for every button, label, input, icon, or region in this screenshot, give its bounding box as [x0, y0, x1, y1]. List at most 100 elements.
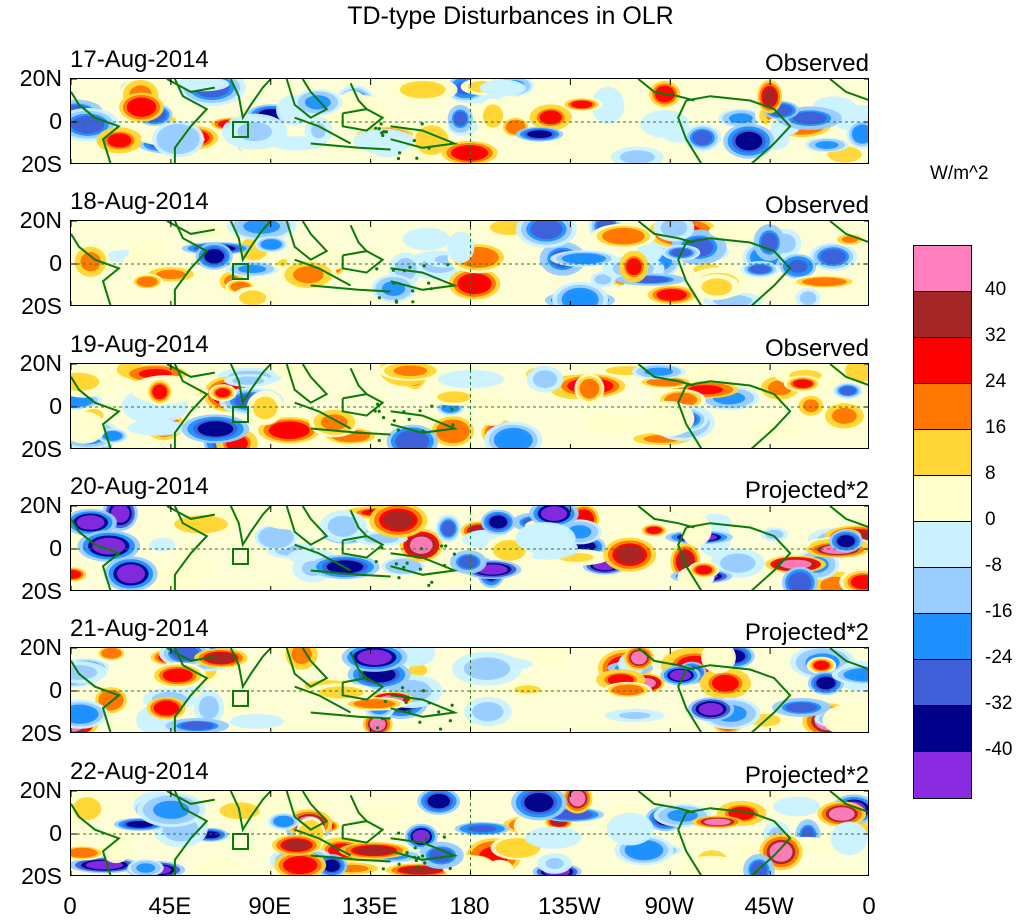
olr-anomaly-patch [763, 87, 777, 106]
olr-anomaly-patch [116, 564, 145, 584]
island [405, 851, 409, 855]
olr-field [71, 221, 868, 305]
olr-anomaly-patch [101, 691, 121, 709]
island [411, 289, 415, 293]
olr-anomaly-patch [538, 831, 569, 844]
island [392, 281, 396, 285]
olr-anomaly-patch [816, 676, 836, 690]
olr-anomaly-patch [788, 259, 808, 273]
latitude-label: 20S [21, 293, 62, 319]
island [377, 409, 381, 413]
olr-anomaly-patch [643, 243, 658, 257]
island [442, 563, 447, 568]
latitude-label: 0 [49, 820, 62, 846]
latitude-label: 20S [21, 863, 62, 889]
island [427, 583, 431, 588]
olr-anomaly-patch [786, 702, 818, 713]
panel-date: 17-Aug-2014 [70, 46, 209, 73]
coastline [677, 527, 703, 590]
colorbar-units: W/m^2 [930, 163, 989, 184]
olr-anomaly-patch [427, 794, 451, 809]
olr-anomaly-patch [784, 801, 810, 812]
longitude-label: 45W [744, 893, 794, 920]
olr-anomaly-patch [489, 515, 508, 529]
olr-anomaly-patch [694, 861, 729, 875]
longitude-label: 0 [63, 893, 77, 920]
colorbar-swatch [914, 522, 971, 568]
olr-anomaly-patch [468, 659, 506, 678]
map-panel [70, 363, 869, 449]
colorbar-swatch [914, 476, 971, 522]
map-panel [70, 220, 869, 306]
colorbar-label: -16 [985, 601, 1013, 622]
island [420, 122, 424, 126]
olr-anomaly-patch [293, 266, 324, 284]
latitude-label: 20S [21, 578, 62, 604]
olr-anomaly-patch [841, 236, 858, 243]
island [396, 156, 401, 161]
olr-anomaly-patch [850, 574, 868, 590]
olr-anomaly-patch [453, 111, 467, 127]
island [382, 130, 386, 134]
coastline [166, 221, 215, 235]
olr-anomaly-patch [656, 289, 687, 301]
olr-anomaly-patch [304, 95, 331, 110]
coastline [637, 364, 695, 387]
olr-anomaly-patch [848, 364, 868, 380]
coastline [349, 794, 368, 822]
target-box [232, 548, 249, 565]
target-box [232, 121, 249, 138]
coastline [71, 91, 121, 163]
colorbar-swatch [914, 660, 971, 706]
olr-anomaly-patch [454, 146, 485, 160]
olr-anomaly-patch [410, 665, 426, 675]
olr-anomaly-patch [475, 703, 501, 720]
olr-anomaly-patch [291, 648, 312, 665]
island [405, 561, 409, 565]
olr-anomaly-patch [275, 816, 292, 826]
olr-anomaly-patch [184, 518, 219, 531]
olr-anomaly-patch [813, 660, 830, 670]
olr-anomaly-patch [92, 537, 126, 555]
olr-anomaly-patch [769, 842, 793, 862]
olr-anomaly-patch [503, 841, 533, 855]
coastline [229, 506, 272, 548]
island [418, 409, 422, 413]
olr-anomaly-patch [206, 652, 235, 664]
island [452, 552, 456, 556]
olr-anomaly-patch [242, 717, 272, 726]
olr-anomaly-patch [279, 518, 315, 527]
coastline [285, 79, 329, 119]
island [448, 866, 452, 871]
olr-anomaly-patch [409, 536, 433, 554]
olr-anomaly-patch [277, 797, 313, 812]
olr-anomaly-patch [729, 113, 753, 124]
olr-anomaly-patch [828, 807, 855, 821]
target-box [232, 690, 249, 707]
coastline [349, 82, 368, 110]
island [380, 717, 385, 721]
longitude-label: 135E [341, 893, 398, 920]
island [444, 544, 448, 548]
coastline [173, 79, 209, 163]
olr-field [71, 79, 868, 163]
figure-title: TD-type Disturbances in OLR [347, 2, 674, 30]
colorbar-label: 40 [985, 279, 1007, 300]
island [379, 122, 383, 126]
olr-anomaly-patch [204, 249, 225, 264]
olr-anomaly-patch [453, 374, 489, 385]
latitude-label: 20N [19, 492, 62, 518]
island [442, 835, 446, 839]
olr-anomaly-patch [692, 130, 713, 145]
coastline [71, 518, 121, 590]
olr-anomaly-patch [320, 414, 348, 431]
coastline [285, 221, 329, 261]
coastline [686, 237, 792, 305]
olr-anomaly-patch [631, 651, 647, 665]
colorbar-swatch [914, 706, 971, 752]
olr-field [71, 648, 868, 732]
colorbar [913, 245, 972, 799]
island [438, 727, 443, 731]
coastline [310, 711, 391, 720]
olr-anomaly-patch [749, 265, 771, 274]
